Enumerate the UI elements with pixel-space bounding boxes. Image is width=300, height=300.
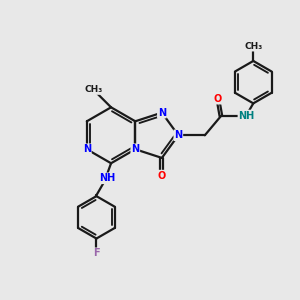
Text: NH: NH bbox=[99, 173, 116, 183]
Text: F: F bbox=[93, 248, 100, 258]
Text: O: O bbox=[158, 171, 166, 181]
Text: CH₃: CH₃ bbox=[244, 42, 262, 51]
Text: N: N bbox=[83, 144, 91, 154]
Text: N: N bbox=[131, 144, 139, 154]
Text: NH: NH bbox=[238, 110, 255, 121]
Text: N: N bbox=[174, 130, 182, 140]
Text: O: O bbox=[214, 94, 222, 104]
Text: N: N bbox=[158, 108, 166, 118]
Text: CH₃: CH₃ bbox=[84, 85, 103, 94]
